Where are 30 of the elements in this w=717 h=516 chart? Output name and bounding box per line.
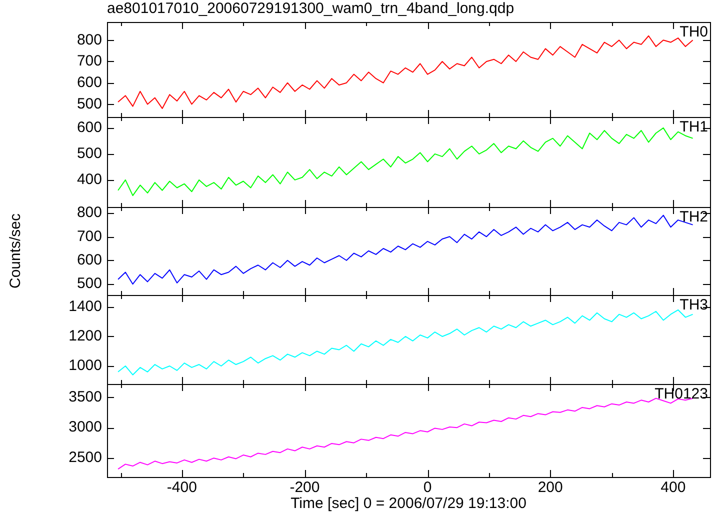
series-label: TH1 bbox=[680, 118, 708, 136]
x-tick-label: -400 bbox=[166, 479, 197, 496]
y-tick-label: 500 bbox=[76, 145, 102, 162]
y-tick-label: 1400 bbox=[68, 298, 102, 316]
y-tick-label: 3000 bbox=[68, 418, 102, 436]
y-tick-label: 1200 bbox=[68, 328, 102, 345]
y-tick-label: 600 bbox=[76, 74, 102, 91]
y-tick-label: 800 bbox=[76, 204, 102, 222]
y-tick-label: 700 bbox=[76, 228, 102, 245]
series-label: TH0 bbox=[680, 24, 708, 41]
x-tick-label: 200 bbox=[538, 479, 563, 496]
y-tick-label: 700 bbox=[76, 52, 102, 70]
y-tick-label: 3500 bbox=[68, 388, 102, 406]
y-axis-title: Counts/sec bbox=[7, 212, 24, 289]
series-label: TH0123 bbox=[654, 386, 708, 403]
y-tick-label: 600 bbox=[76, 252, 102, 269]
chart-title: ae801017010_20060729191300_wam0_trn_4band_long.qdp bbox=[107, 0, 514, 17]
y-tick-label: 2500 bbox=[68, 449, 102, 466]
y-tick-label: 400 bbox=[76, 171, 102, 188]
y-tick-label: 1000 bbox=[68, 357, 102, 374]
series-label: TH2 bbox=[680, 208, 708, 226]
series-label: TH3 bbox=[680, 296, 708, 314]
y-tick-label: 500 bbox=[76, 275, 102, 292]
x-tick-label: 400 bbox=[660, 479, 686, 496]
x-tick-label: 0 bbox=[423, 479, 432, 496]
y-tick-label: 500 bbox=[76, 95, 102, 112]
y-tick-label: 600 bbox=[76, 119, 102, 136]
x-axis-title: Time [sec] 0 = 2006/07/29 19:13:00 bbox=[290, 495, 526, 512]
y-tick-label: 800 bbox=[76, 31, 102, 48]
x-tick-label: -200 bbox=[290, 479, 320, 496]
